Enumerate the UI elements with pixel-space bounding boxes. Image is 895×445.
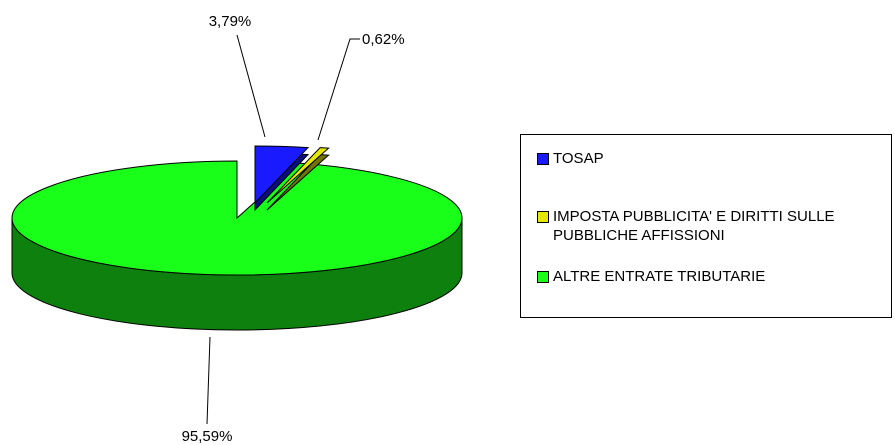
leader-line	[236, 34, 266, 138]
legend-entry: TOSAP	[535, 149, 885, 168]
legend-entry: ALTRE ENTRATE TRIBUTARIE	[535, 267, 885, 286]
data-label: 0,62%	[362, 31, 405, 48]
legend-swatch	[537, 153, 549, 165]
leader-line	[317, 38, 360, 141]
legend-swatch	[537, 271, 549, 283]
slice	[266, 147, 330, 204]
legend-swatch	[537, 211, 549, 223]
slice	[11, 160, 463, 276]
legend: TOSAP IMPOSTA PUBBLICITA' E DIRITTI SULLE…	[520, 134, 892, 318]
legend-label: ALTRE ENTRATE TRIBUTARIE	[553, 268, 766, 285]
data-label: 95,59%	[182, 428, 233, 445]
legend-label: IMPOSTA PUBBLICITA' E DIRITTI SULLE PUBB…	[553, 208, 835, 244]
legend-entry: IMPOSTA PUBBLICITA' E DIRITTI SULLE PUBB…	[535, 207, 885, 245]
legend-label: TOSAP	[553, 150, 604, 167]
data-label: 3,79%	[209, 13, 252, 30]
leader-line	[206, 336, 211, 425]
slice	[254, 145, 310, 205]
